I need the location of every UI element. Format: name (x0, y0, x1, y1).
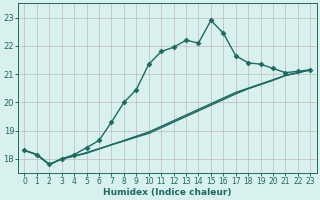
X-axis label: Humidex (Indice chaleur): Humidex (Indice chaleur) (103, 188, 232, 197)
